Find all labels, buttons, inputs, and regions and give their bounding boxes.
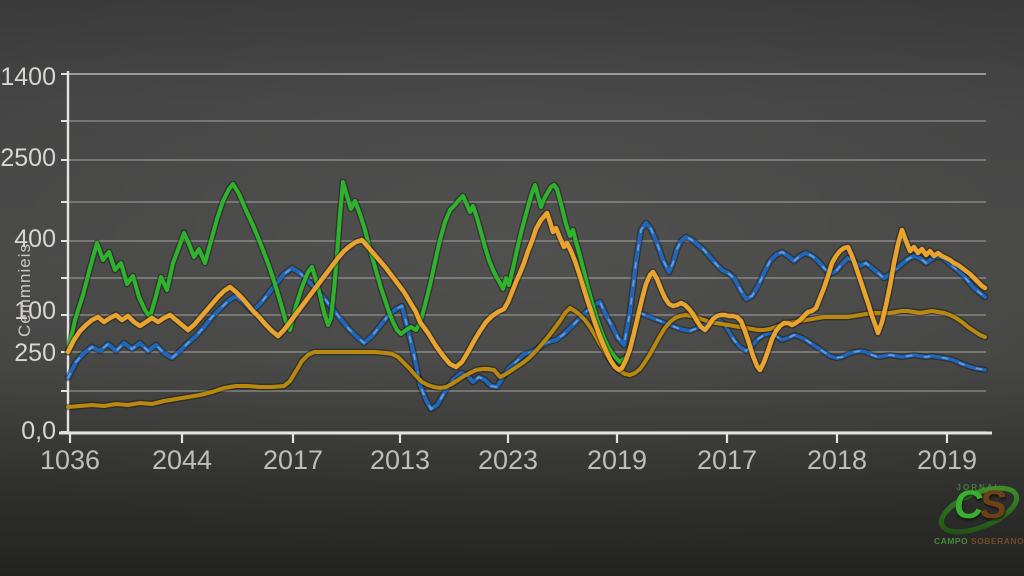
logo-initials: CS: [932, 483, 1024, 527]
x-tick-label: 1036: [40, 445, 100, 475]
green-series-shadow: [64, 178, 629, 366]
x-tick-label: 2013: [370, 445, 430, 475]
logo-bottom-primary: CAMPO: [934, 536, 969, 546]
x-tick-label: 2019: [917, 445, 977, 475]
orange-series-line: [65, 210, 988, 373]
x-tick-label: 2018: [807, 445, 867, 475]
logo-bottom-secondary: SOBERANO: [971, 536, 1024, 546]
blue-lower-series-line: [638, 311, 987, 372]
y-tick-label: 2500: [0, 144, 56, 172]
x-tick-label: 2017: [263, 445, 323, 475]
y-tick-label: 400: [14, 225, 56, 253]
green-series-line: [66, 180, 627, 364]
x-tick-label: 2044: [152, 445, 212, 475]
y-tick-label: 0,0: [21, 417, 56, 445]
orange-series-shadow: [64, 209, 989, 374]
x-tick-label: 2019: [587, 445, 647, 475]
x-tick-label: 2017: [697, 445, 757, 475]
y-tick-label: 100: [14, 297, 56, 325]
logo-top-text: JORNAL: [956, 483, 1002, 492]
logo-initial-s: S: [977, 483, 1007, 527]
y-tick-label: 250: [14, 339, 56, 367]
y-tick-label: 1400: [0, 63, 56, 91]
x-tick-label: 2023: [478, 445, 538, 475]
y-axis-title: Cemmnieis: [15, 242, 34, 338]
logo-campo-soberano: JORNAL CS CAMPO SOBERANO: [934, 474, 1024, 550]
logo-bottom-text: CAMPO SOBERANO: [934, 536, 1024, 546]
logo-swoosh-icon: [938, 485, 1020, 535]
